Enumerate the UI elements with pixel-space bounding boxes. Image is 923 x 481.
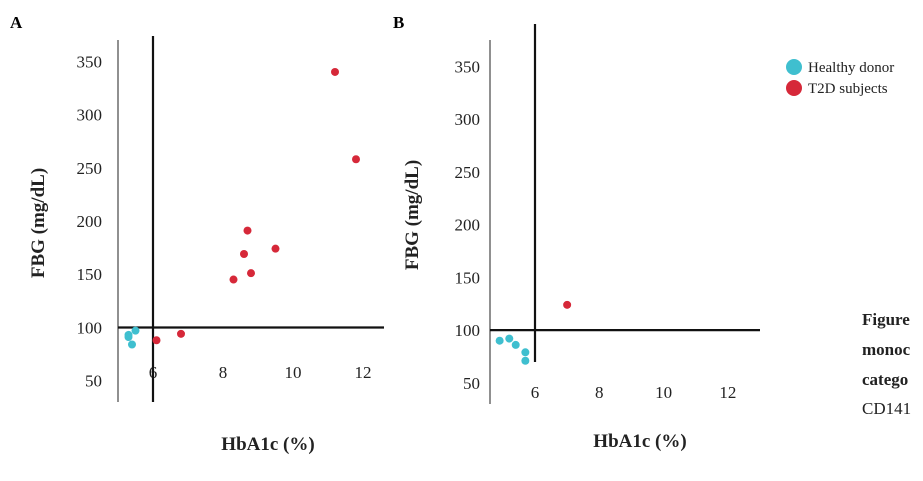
panel-a-point-t2d-subjects: [240, 250, 248, 259]
panel-b-point-healthy-donor: [521, 356, 530, 365]
panel-a-point-t2d-subjects: [229, 275, 238, 284]
panel-a-point-healthy-donor: [131, 326, 140, 335]
panel-a-point-t2d-subjects: [152, 336, 161, 345]
panel-b-y-ticks: 50 100 150 200 250 300 350: [455, 57, 481, 393]
panel-b-point-healthy-donor: [521, 348, 530, 357]
panel-a-y-tick-label: 350: [77, 52, 103, 71]
panel-b-x-tick-label: 12: [719, 383, 736, 402]
panel-b-y-tick-label: 50: [463, 374, 480, 393]
legend-label-t2d-subjects: T2D subjects: [808, 81, 888, 97]
panel-a-point-t2d-subjects: [352, 155, 360, 164]
panel-b-label: B: [393, 13, 404, 32]
caption-line-1: Figure: [862, 310, 910, 329]
panel-a-y-ticks: 50 100 150 200 250 300 350: [77, 52, 103, 390]
panel-b-y-tick-label: 100: [455, 321, 481, 340]
panel-b-x-tick-label: 10: [655, 383, 672, 402]
panel-a-y-axis-title: FBG (mg/dL): [28, 168, 49, 278]
legend-label-healthy-donor: Healthy donor: [808, 60, 894, 76]
panel-a-y-tick-label: 300: [77, 106, 103, 125]
caption-line-2: monoc: [862, 340, 911, 359]
panel-a-point-t2d-subjects: [177, 329, 185, 338]
panel-a-point-healthy-donor: [124, 333, 133, 342]
panel-a-points: [124, 67, 360, 349]
figure-caption: Figure monoc catego CD141: [862, 310, 911, 418]
panel-a-point-t2d-subjects: [331, 67, 339, 76]
panel-b-y-tick-label: 200: [455, 216, 481, 235]
panel-a-point-healthy-donor: [128, 340, 136, 349]
panel-a-y-tick-label: 150: [77, 265, 103, 284]
panel-a-x-tick-label: 12: [355, 363, 372, 382]
panel-b-y-tick-label: 300: [455, 110, 481, 129]
legend-swatch-healthy-donor: [786, 59, 802, 75]
panel-b-x-ticks: 6 8 10 12: [531, 383, 737, 402]
panel-b-points: [495, 300, 572, 365]
legend-swatch-t2d-subjects: [786, 80, 802, 96]
panel-a-x-tick-label: 8: [219, 363, 228, 382]
caption-line-3: catego: [862, 370, 908, 389]
panel-b-point-healthy-donor: [511, 340, 520, 349]
panel-a-y-tick-label: 200: [77, 212, 103, 231]
panel-b-y-tick-label: 250: [455, 163, 481, 182]
panel-b-point-healthy-donor: [505, 334, 514, 343]
panel-b-y-tick-label: 150: [455, 268, 481, 287]
panel-b-x-tick-label: 6: [531, 383, 540, 402]
panel-b-point-healthy-donor: [495, 336, 504, 345]
panel-b-x-axis-title: HbA1c (%): [593, 431, 686, 452]
panel-a-point-t2d-subjects: [271, 244, 280, 253]
panel-b-x-tick-label: 8: [595, 383, 604, 402]
panel-a-y-tick-label: 250: [77, 159, 103, 178]
panel-a-x-tick-label: 10: [285, 363, 302, 382]
panel-a-y-tick-label: 100: [77, 318, 103, 337]
legend: Healthy donor T2D subjects: [786, 59, 894, 97]
panel-b-point-t2d-subjects: [563, 300, 572, 309]
caption-line-4: CD141: [862, 399, 911, 418]
panel-b-y-axis-title: FBG (mg/dL): [402, 160, 423, 270]
panel-a-y-tick-label: 50: [85, 372, 102, 391]
panel-a-x-axis-title: HbA1c (%): [221, 434, 314, 455]
panel-b-y-tick-label: 350: [455, 57, 481, 76]
panel-a-point-t2d-subjects: [247, 269, 255, 278]
panel-a-label: A: [10, 13, 23, 32]
panel-a-point-t2d-subjects: [243, 226, 252, 235]
